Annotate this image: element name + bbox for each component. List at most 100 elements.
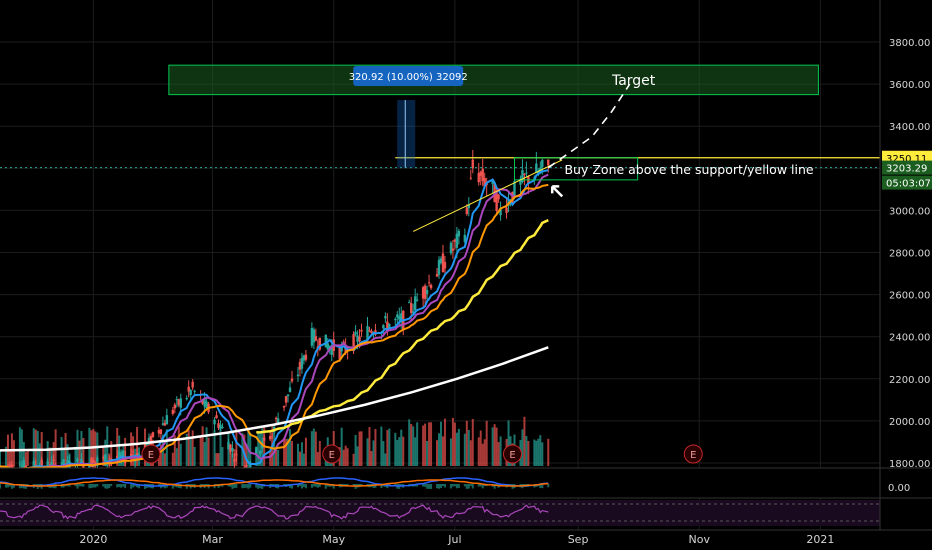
volume-bar xyxy=(416,422,419,466)
macd-hist-bar xyxy=(436,484,439,489)
indicator-zero-label: 0.00 xyxy=(888,483,910,494)
macd-hist-bar xyxy=(90,484,93,488)
candle-body xyxy=(96,457,99,462)
target-zone[interactable] xyxy=(168,64,819,96)
candle-body xyxy=(274,417,278,420)
volume-bar xyxy=(537,438,540,466)
macd-hist-bar xyxy=(102,484,105,487)
macd-hist-bar xyxy=(106,484,109,489)
macd-hist-bar xyxy=(157,484,160,487)
volume-bar xyxy=(46,441,49,466)
volume-bar xyxy=(24,452,27,466)
volume-bar xyxy=(163,453,166,466)
y-tick-label: 3600.00 xyxy=(889,80,930,91)
volume-bar xyxy=(38,443,41,466)
macd-hist-bar xyxy=(465,484,468,489)
y-tick-label: 3800.00 xyxy=(889,38,930,49)
macd-hist-bar xyxy=(451,484,454,487)
volume-bar xyxy=(443,418,446,466)
candle-body xyxy=(288,387,292,392)
macd-hist-bar xyxy=(493,484,496,489)
candle-body xyxy=(435,274,439,277)
volume-bar xyxy=(471,418,474,466)
macd-hist-bar xyxy=(481,484,484,489)
candle-body xyxy=(455,233,459,248)
volume-bar xyxy=(400,429,403,466)
macd-hist-bar xyxy=(0,484,1,489)
macd-hist-bar xyxy=(108,484,111,488)
candle-body xyxy=(102,457,105,459)
macd-hist-bar xyxy=(233,484,236,488)
candle-body xyxy=(235,453,238,456)
volume-bar xyxy=(368,427,371,466)
earnings-marker[interactable] xyxy=(503,444,523,464)
volume-bar xyxy=(185,433,188,466)
candle-body xyxy=(66,460,69,466)
candle-body xyxy=(318,337,322,350)
volume-bar xyxy=(177,426,180,466)
candle-body xyxy=(408,302,411,304)
volume-bar xyxy=(316,452,319,466)
volume-bar xyxy=(213,430,216,466)
macd-hist-bar xyxy=(249,484,252,488)
macd-hist-bar xyxy=(247,484,250,489)
candle-body xyxy=(368,330,371,332)
volume-bar xyxy=(382,441,385,466)
macd-hist-bar xyxy=(257,484,260,489)
candle-body xyxy=(370,330,373,333)
macd-hist-bar xyxy=(300,484,303,489)
candle-body xyxy=(88,464,91,469)
candle-body xyxy=(76,458,79,462)
earnings-marker[interactable] xyxy=(141,444,161,464)
macd-hist-bar xyxy=(316,484,319,488)
volume-bar xyxy=(48,447,51,466)
y-tick-label: 1800.00 xyxy=(889,459,930,470)
earnings-marker[interactable] xyxy=(322,444,342,464)
macd-hist-bar xyxy=(243,484,246,488)
macd-hist-bar xyxy=(80,484,83,487)
macd-hist-bar xyxy=(241,484,244,489)
candle-body xyxy=(511,191,514,203)
candle-body xyxy=(300,357,304,369)
macd-hist-bar xyxy=(124,484,127,489)
close-price-tag: 3203.29 xyxy=(886,164,927,175)
volume-bar xyxy=(340,427,343,466)
candle-body xyxy=(149,435,153,446)
target-label: Target xyxy=(611,73,656,89)
macd-hist-bar xyxy=(132,484,135,488)
projection-curve xyxy=(547,83,631,169)
volume-bar xyxy=(380,426,383,466)
volume-bar xyxy=(207,437,210,466)
candle-body xyxy=(443,262,447,269)
volume-bar xyxy=(358,431,361,466)
macd-hist-bar xyxy=(400,484,403,487)
volume-bar xyxy=(455,432,458,466)
candle-body xyxy=(398,316,401,320)
candle-body xyxy=(400,313,403,323)
macd-hist-bar xyxy=(177,484,180,488)
volume-bar xyxy=(205,427,208,466)
buy-zone-box[interactable] xyxy=(513,157,639,181)
close-price-tag-bg xyxy=(882,160,932,175)
volume-bar xyxy=(173,435,176,466)
volume-bar xyxy=(422,425,425,466)
macd-hist-bar xyxy=(416,484,419,487)
candle-body xyxy=(469,177,472,179)
earnings-marker[interactable] xyxy=(683,444,703,464)
macd-hist-bar xyxy=(259,484,262,489)
candle-body xyxy=(62,459,65,469)
macd-hist-bar xyxy=(441,484,444,487)
macd-hist-bar xyxy=(179,484,182,489)
volume-bar xyxy=(277,449,280,466)
y-tick-label: 3400.00 xyxy=(889,122,930,133)
candle-body xyxy=(505,207,508,213)
macd-hist-bar xyxy=(110,484,113,487)
candle-body xyxy=(268,436,272,440)
volume-bar xyxy=(396,439,399,466)
macd-hist-bar xyxy=(424,484,427,487)
candle-body xyxy=(541,159,544,167)
volume-bar xyxy=(221,447,224,466)
candle-body xyxy=(441,253,445,272)
volume-bar xyxy=(54,429,57,466)
